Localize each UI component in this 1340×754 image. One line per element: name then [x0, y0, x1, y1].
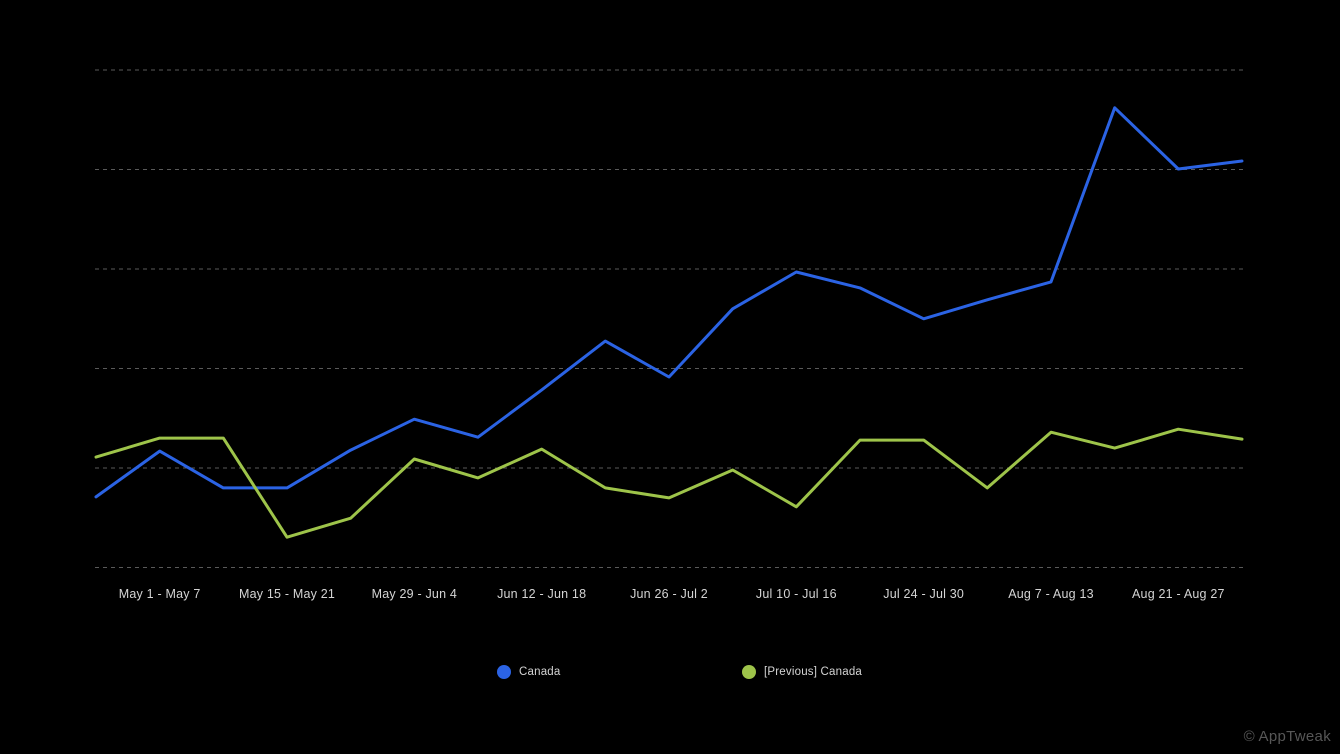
canada-line	[94, 106, 1244, 499]
watermark: © AppTweak	[1243, 728, 1331, 745]
legend-label: [Previous] Canada	[764, 666, 863, 678]
x-axis-label: Jun 26 - Jul 2	[630, 587, 708, 601]
x-axis-label: Jul 10 - Jul 16	[755, 587, 837, 601]
legend-label: Canada	[519, 666, 561, 678]
x-axis-label: Aug 21 - Aug 27	[1132, 587, 1225, 601]
x-axis-label: Aug 7 - Aug 13	[1008, 587, 1094, 601]
x-axis-labels: May 1 - May 7 May 15 - May 21 May 29 - Jun…	[0, 587, 1340, 603]
x-axis-label: May 29 - Jun 4	[371, 587, 458, 601]
x-axis-label: Jul 24 - Jul 30	[883, 587, 965, 601]
legend-marker	[742, 665, 756, 679]
chart-legend: Canada [Previous] Canada	[0, 665, 1340, 681]
x-axis-label: Jun 12 - Jun 18	[497, 587, 587, 601]
legend-item-previous-canada[interactable]: [Previous] Canada	[742, 665, 862, 679]
previous-canada-line	[94, 427, 1244, 539]
x-axis-label: May 1 - May 7	[118, 587, 201, 601]
x-axis-label: May 15 - May 21	[238, 587, 336, 601]
legend-marker	[497, 665, 511, 679]
legend-item-canada[interactable]: Canada	[497, 665, 560, 679]
